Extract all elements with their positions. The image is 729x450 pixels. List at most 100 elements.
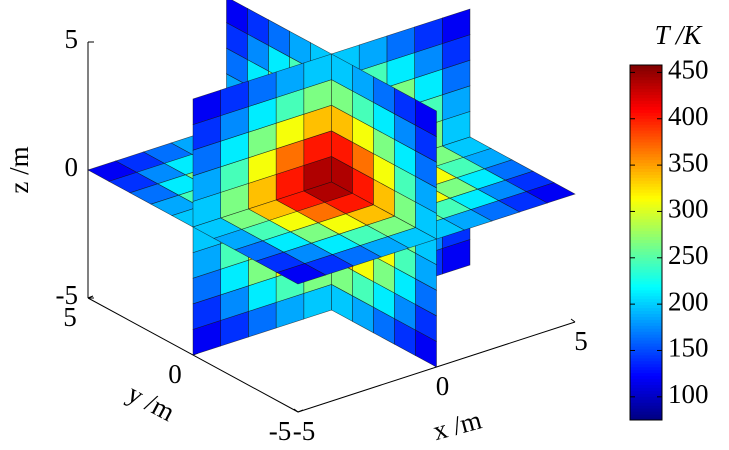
colorbar-strip: [630, 189, 662, 193]
colorbar-strip: [630, 411, 662, 415]
colorbar-strip: [630, 325, 662, 329]
colorbar-strip: [630, 334, 662, 338]
y-tick-label: 0: [168, 359, 182, 389]
colorbar-strip: [630, 304, 662, 309]
colorbar-strip: [630, 112, 662, 116]
colorbar-strip: [630, 322, 662, 326]
colorbar-strip: [630, 351, 662, 356]
colorbar-strip: [630, 115, 662, 119]
colorbar-strip: [630, 94, 662, 99]
colorbar-strip: [630, 174, 662, 178]
z-tick-label: 5: [65, 24, 79, 54]
colorbar-strip: [630, 254, 662, 258]
colorbar-strip: [630, 340, 662, 344]
colorbar-strip: [630, 393, 662, 397]
colorbar-strip: [630, 144, 662, 149]
y-tick: [297, 409, 304, 413]
colorbar-strip: [630, 236, 662, 241]
colorbar-tick-label: 250: [668, 240, 709, 270]
colorbar-strip: [630, 360, 662, 365]
colorbar-strip: [630, 275, 662, 279]
colorbar-strip: [630, 289, 662, 294]
colorbar-strip: [630, 313, 662, 317]
y-tick-label: -5: [269, 416, 292, 446]
colorbar-strip: [630, 316, 662, 320]
colorbar-strip: [630, 177, 662, 181]
colorbar-title: T /K: [655, 20, 704, 50]
colorbar-strip: [630, 207, 662, 211]
colorbar-strip: [630, 369, 662, 374]
slice-cell: [192, 89, 221, 126]
colorbar-tick-label: 450: [668, 55, 709, 85]
colorbar-strip: [630, 399, 662, 403]
x-tick-label: 5: [574, 326, 588, 356]
colorbar-strip: [630, 346, 662, 350]
colorbar-strip: [630, 298, 662, 303]
colorbar-strip: [630, 67, 662, 72]
colorbar-strip: [630, 82, 662, 87]
colorbar-strip: [630, 201, 662, 205]
slice-cell: [415, 99, 437, 138]
colorbar-strip: [630, 224, 662, 229]
colorbar-strip: [630, 209, 662, 214]
colorbar-strip: [630, 124, 662, 128]
colorbar-strip: [630, 280, 662, 285]
colorbar-strip: [630, 162, 662, 167]
colorbar-strip: [630, 136, 662, 140]
colorbar-strip: [630, 186, 662, 190]
colorbar-strip: [630, 218, 662, 223]
colorbar-tick-label: 150: [668, 333, 709, 363]
colorbar-strip: [630, 239, 662, 243]
colorbar-strip: [630, 266, 662, 270]
colorbar-strip: [630, 127, 662, 131]
colorbar-strip: [630, 192, 662, 196]
colorbar-strip: [630, 337, 662, 341]
colorbar-strip: [630, 417, 662, 421]
colorbar-strip: [630, 301, 662, 306]
colorbar-strip: [630, 198, 662, 202]
colorbar-strip: [630, 408, 662, 412]
colorbar-tick-label: 100: [668, 379, 709, 409]
colorbar-strip: [630, 141, 662, 146]
colorbar-strip: [630, 138, 662, 143]
colorbar-strip: [630, 212, 662, 217]
colorbar-strip: [630, 73, 662, 78]
colorbar-strip: [630, 331, 662, 335]
colorbar-strip: [630, 147, 662, 152]
colorbar-strip: [630, 319, 662, 323]
colorbar-strip: [630, 156, 662, 161]
colorbar-strip: [630, 70, 662, 75]
colorbar-strip: [630, 65, 662, 69]
colorbar-strip: [630, 106, 662, 110]
colorbar-tick-label: 200: [668, 286, 709, 316]
colorbar-strip: [630, 91, 662, 96]
colorbar-strip: [630, 121, 662, 125]
colorbar-strip: [630, 180, 662, 184]
colorbar-strip: [630, 307, 662, 312]
colorbar-strip: [630, 171, 662, 175]
colorbar-strip: [630, 278, 662, 282]
colorbar-strip: [630, 402, 662, 406]
x-tick-label: 0: [436, 371, 450, 401]
colorbar-tick-label: 400: [668, 101, 709, 131]
colorbar-strip: [630, 354, 662, 359]
z-axis-title: z /m: [4, 146, 34, 193]
colorbar-strip: [630, 405, 662, 409]
colorbar-strip: [630, 343, 662, 347]
colorbar-strip: [630, 248, 662, 252]
colorbar-strip: [630, 263, 662, 267]
colorbar-strip: [630, 390, 662, 394]
colorbar-strip: [630, 378, 662, 383]
colorbar-strip: [630, 242, 662, 246]
colorbar-strip: [630, 260, 662, 264]
slice-cell: [276, 263, 327, 285]
colorbar-strip: [630, 363, 662, 368]
colorbar-frame: [629, 64, 663, 421]
colorbar-tick-label: 300: [668, 194, 709, 224]
colorbar-strip: [630, 381, 662, 385]
colorbar-strip: [630, 257, 662, 261]
colorbar-strip: [630, 103, 662, 107]
colorbar-strip: [630, 79, 662, 84]
colorbar-strip: [630, 375, 662, 380]
